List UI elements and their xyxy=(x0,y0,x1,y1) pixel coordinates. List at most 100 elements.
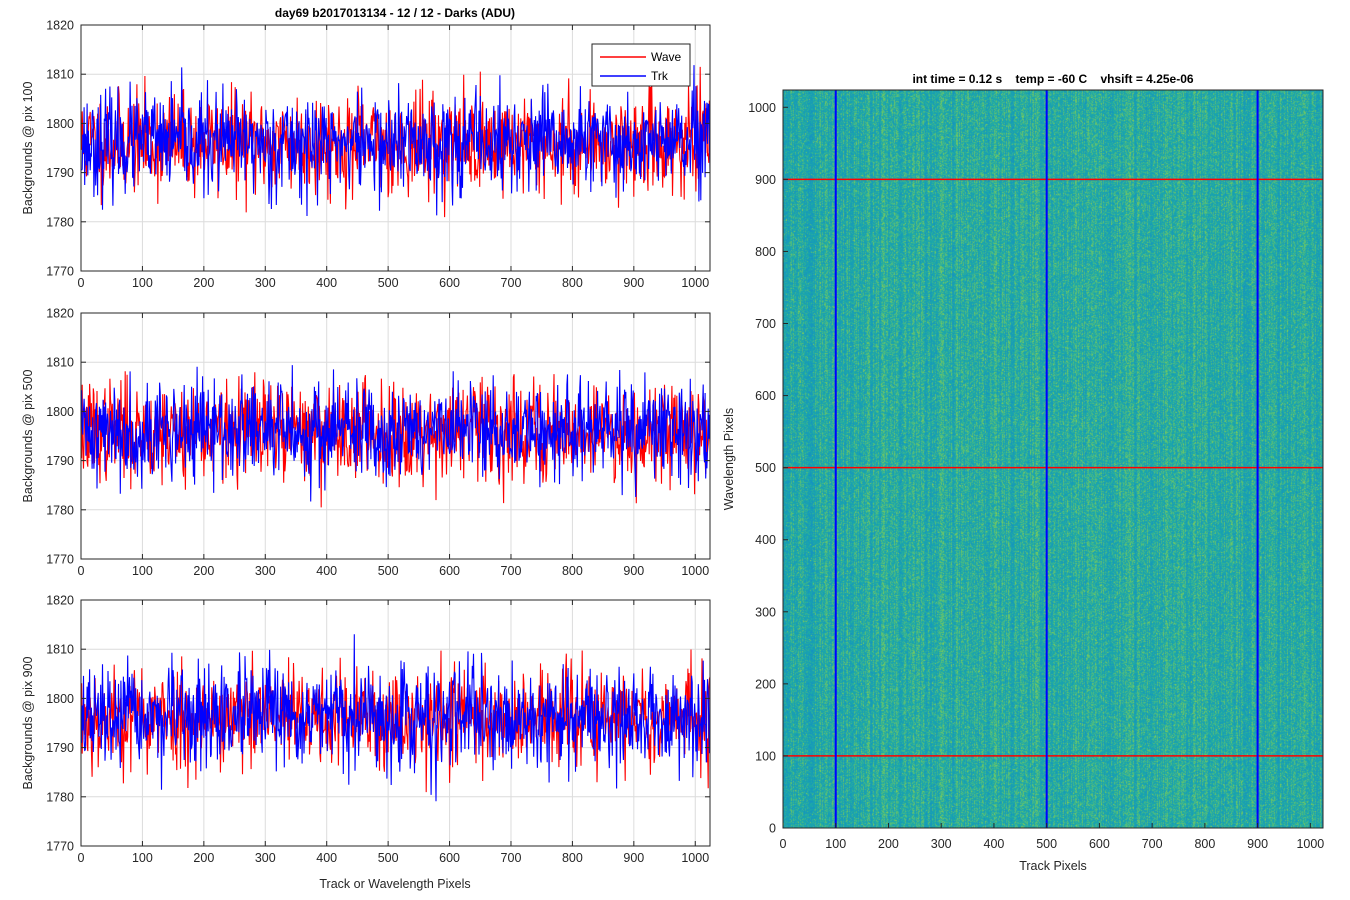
y-tick-label: 800 xyxy=(755,245,776,259)
y-tick-label: 1800 xyxy=(46,117,74,131)
x-tick-label: 1000 xyxy=(1296,837,1324,851)
y-tick-label: 0 xyxy=(769,822,776,836)
series-trk-line xyxy=(81,365,710,502)
y-tick-label: 1780 xyxy=(46,790,74,804)
x-tick-label: 600 xyxy=(439,564,460,578)
x-tick-label: 100 xyxy=(132,851,153,865)
y-tick-label: 1790 xyxy=(46,166,74,180)
x-tick-label: 0 xyxy=(78,564,85,578)
x-tick-label: 900 xyxy=(623,564,644,578)
x-tick-label: 100 xyxy=(132,276,153,290)
y-tick-label: 1000 xyxy=(748,101,776,115)
x-tick-label: 1000 xyxy=(681,276,709,290)
x-tick-label: 700 xyxy=(501,851,522,865)
x-tick-label: 0 xyxy=(780,837,787,851)
y-tick-label: 1810 xyxy=(46,68,74,82)
heatmap-y-ticks: 0 100 200 300 400 500 600 700 800 900 1000 xyxy=(748,101,788,836)
series-trk-line xyxy=(81,65,710,217)
x-tick-label: 300 xyxy=(255,564,276,578)
x-tick-label: 500 xyxy=(378,564,399,578)
heatmap-panel: 0 100 200 300 400 500 600 700 800 900 1000 0 100 200… xyxy=(722,72,1324,873)
y-tick-label: 900 xyxy=(755,173,776,187)
x-tick-label: 400 xyxy=(316,851,337,865)
heatmap-markers xyxy=(783,90,1323,828)
subplot-1-y-ticks: 1770 1780 1790 1800 1810 1820 xyxy=(46,19,710,279)
x-tick-label: 700 xyxy=(1142,837,1163,851)
subplot-pix-100: 0 100 200 300 400 500 600 700 800 900 1000 1770 178… xyxy=(21,6,711,290)
y-tick-label: 500 xyxy=(755,461,776,475)
x-tick-label: 300 xyxy=(255,851,276,865)
y-tick-label: 600 xyxy=(755,389,776,403)
y-tick-label: 1780 xyxy=(46,215,74,229)
y-axis-label: Backgrounds @ pix 900 xyxy=(21,657,35,790)
x-tick-label: 200 xyxy=(193,564,214,578)
y-tick-label: 700 xyxy=(755,317,776,331)
y-tick-label: 1820 xyxy=(46,307,74,321)
heatmap-image xyxy=(783,90,1323,828)
y-tick-label: 300 xyxy=(755,605,776,619)
x-tick-label: 600 xyxy=(439,276,460,290)
x-tick-label: 800 xyxy=(1194,837,1215,851)
x-tick-label: 700 xyxy=(501,564,522,578)
y-tick-label: 1790 xyxy=(46,741,74,755)
series-trk-line xyxy=(81,634,710,802)
legend-wave-label: Wave xyxy=(651,50,682,64)
heatmap-y-axis-label: Wavelength Pixels xyxy=(722,408,736,510)
x-tick-label: 500 xyxy=(378,276,399,290)
y-tick-label: 1800 xyxy=(46,405,74,419)
y-tick-label: 1820 xyxy=(46,19,74,33)
x-tick-label: 600 xyxy=(439,851,460,865)
x-tick-label: 900 xyxy=(623,851,644,865)
x-tick-label: 200 xyxy=(878,837,899,851)
y-tick-label: 1780 xyxy=(46,503,74,517)
subplot-2-y-ticks: 1770 1780 1790 1800 1810 1820 xyxy=(46,307,710,567)
left-chart-title: day69 b2017013134 - 12 / 12 - Darks (ADU… xyxy=(275,6,515,20)
x-tick-label: 500 xyxy=(1036,837,1057,851)
x-tick-label: 400 xyxy=(316,276,337,290)
y-tick-label: 1800 xyxy=(46,692,74,706)
y-axis-label: Backgrounds @ pix 500 xyxy=(21,370,35,503)
heatmap-x-axis-label: Track Pixels xyxy=(1019,859,1087,873)
legend: Wave Trk xyxy=(591,43,691,87)
x-tick-label: 500 xyxy=(378,851,399,865)
subplot-3-x-ticks: 0 100 200 300 400 500 600 700 800 900 1000 xyxy=(78,600,709,865)
x-tick-label: 800 xyxy=(562,564,583,578)
x-tick-label: 300 xyxy=(931,837,952,851)
y-tick-label: 1770 xyxy=(46,553,74,567)
legend-trk-label: Trk xyxy=(651,69,669,83)
x-tick-label: 400 xyxy=(316,564,337,578)
subplot-1-frame xyxy=(80,24,711,272)
y-tick-label: 100 xyxy=(755,749,776,763)
y-tick-label: 1810 xyxy=(46,356,74,370)
x-tick-label: 900 xyxy=(623,276,644,290)
subplot-2-x-ticks: 0 100 200 300 400 500 600 700 800 900 1000 xyxy=(78,313,709,578)
x-tick-label: 100 xyxy=(825,837,846,851)
x-tick-label: 900 xyxy=(1247,837,1268,851)
x-tick-label: 200 xyxy=(193,851,214,865)
series-wave-line xyxy=(81,371,710,508)
heatmap-title: int time = 0.12 s temp = -60 C vhsift = … xyxy=(912,72,1193,86)
x-tick-label: 200 xyxy=(193,276,214,290)
x-tick-label: 700 xyxy=(501,276,522,290)
x-tick-label: 0 xyxy=(78,276,85,290)
subplot-3-frame xyxy=(80,599,711,847)
x-tick-label: 0 xyxy=(78,851,85,865)
x-tick-label: 400 xyxy=(984,837,1005,851)
x-tick-label: 100 xyxy=(132,564,153,578)
subplot-1-x-ticks: 0 100 200 300 400 500 600 700 800 900 1000 xyxy=(78,25,709,290)
subplot-3-y-ticks: 1770 1780 1790 1800 1810 1820 xyxy=(46,594,710,854)
x-tick-label: 1000 xyxy=(681,564,709,578)
y-tick-label: 1810 xyxy=(46,643,74,657)
x-tick-label: 1000 xyxy=(681,851,709,865)
x-axis-label: Track or Wavelength Pixels xyxy=(319,877,470,891)
heatmap-x-ticks: 0 100 200 300 400 500 600 700 800 900 1000 xyxy=(780,823,1324,851)
y-tick-label: 200 xyxy=(755,677,776,691)
y-tick-label: 400 xyxy=(755,533,776,547)
x-tick-label: 800 xyxy=(562,851,583,865)
y-tick-label: 1770 xyxy=(46,840,74,854)
y-tick-label: 1790 xyxy=(46,454,74,468)
heatmap-frame xyxy=(782,89,1324,829)
subplot-pix-500: 0 100 200 300 400 500 600 700 800 900 1000 1770 178… xyxy=(21,307,711,578)
subplot-pix-900: 0 100 200 300 400 500 600 700 800 900 1000 1770 178… xyxy=(21,594,711,891)
